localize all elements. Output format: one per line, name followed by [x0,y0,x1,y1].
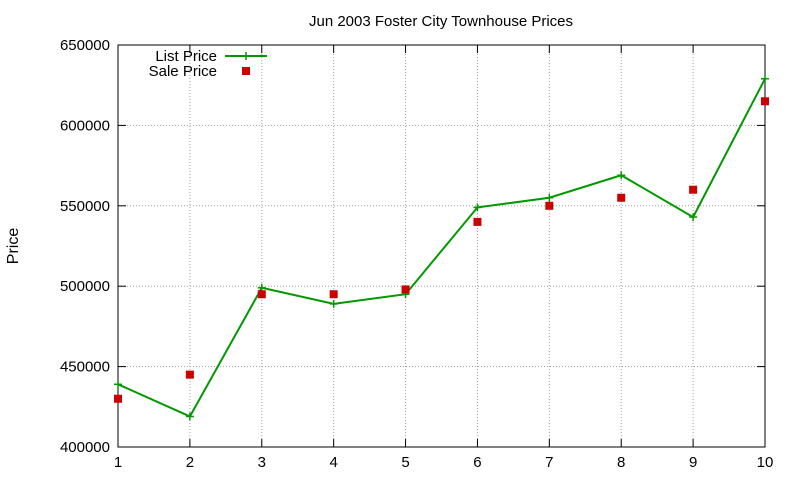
x-tick-label: 7 [545,454,553,471]
data-point-list-price [329,299,338,308]
y-tick-label: 650000 [60,37,110,54]
y-tick-label: 600000 [60,117,110,134]
legend-swatches [225,52,267,75]
data-point-sale-price [473,217,482,226]
data-point-sale-price [114,394,122,403]
series-layer [114,74,769,421]
x-tick-label: 5 [401,454,409,471]
data-point-list-price [761,74,769,83]
plot-frame [117,44,766,448]
data-point-sale-price [761,97,769,106]
legend-label-sale-price: Sale Price [149,63,217,80]
y-tick-label: 500000 [60,278,110,295]
legend-label-list-price: List Price [155,48,217,65]
x-tick-label: 3 [258,454,266,471]
grid-lines [118,45,765,447]
data-point-sale-price [545,201,554,210]
x-tick-label: 9 [689,454,697,471]
legend-marker-list-price [242,52,250,60]
legend-swatch-sale-price [242,67,250,75]
x-tick-label: 10 [757,454,774,471]
y-tick-label: 550000 [60,198,110,215]
y-tick-label: 450000 [60,359,110,376]
axis-ticks: 400000 450000 500000 550000 600000 650000 1 2 3 4… [60,37,773,471]
data-point-list-price [617,171,626,180]
legend: List Price Sale Price [149,48,267,80]
chart-title: Jun 2003 Foster City Townhouse Prices [309,13,573,30]
data-point-list-price [185,412,194,421]
data-point-sale-price [401,285,410,294]
x-tick-label: 6 [473,454,481,471]
data-point-sale-price [257,290,266,299]
x-tick-label: 4 [329,454,337,471]
data-point-list-price [545,193,554,202]
data-point-list-price [473,203,482,212]
x-tick-label: 2 [186,454,194,471]
data-point-sale-price [689,185,698,194]
series-line-list-price [117,78,766,418]
data-point-sale-price [185,370,194,379]
data-point-sale-price [617,193,626,202]
x-tick-label: 8 [617,454,625,471]
y-axis-label: Price [5,228,22,265]
x-tick-label: 1 [114,454,122,471]
y-tick-label: 400000 [60,439,110,456]
data-point-sale-price [329,290,338,299]
data-point-list-price [114,380,122,389]
data-point-list-price [689,213,698,222]
